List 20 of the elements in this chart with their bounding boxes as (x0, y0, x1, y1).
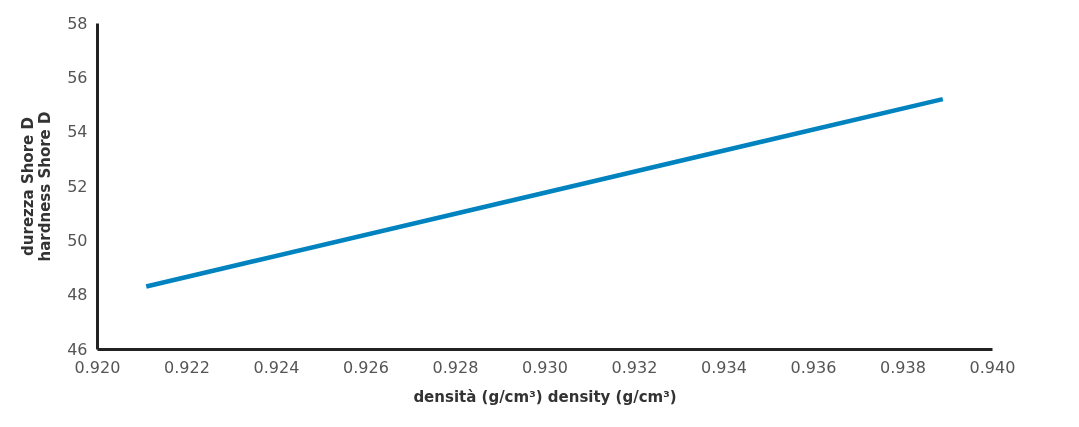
x-tick-label: 0.926 (343, 357, 389, 377)
x-tick-label: 0.928 (432, 357, 479, 377)
y-axis-title: durezza Shore D hardness Shore D (19, 111, 55, 262)
y-tick-label: 58 (67, 13, 88, 33)
y-tick-label: 54 (67, 122, 88, 142)
x-tick-label: 0.934 (701, 357, 747, 377)
y-tick-label: 52 (67, 176, 88, 196)
x-tick-label: 0.922 (164, 357, 210, 377)
y-tick-label: 46 (67, 339, 88, 359)
x-tick-label: 0.920 (74, 357, 121, 377)
x-tick-label: 0.936 (790, 357, 837, 377)
x-axis-title: densità (g/cm³) density (g/cm³) (413, 387, 677, 406)
x-tick-label: 0.924 (253, 357, 300, 377)
y-tick-label: 56 (67, 67, 88, 87)
x-tick-label: 0.930 (522, 357, 568, 377)
y-tick-label: 48 (67, 285, 88, 305)
x-tick-label: 0.940 (969, 357, 1016, 377)
y-tick-label: 50 (67, 230, 88, 250)
x-tick-label: 0.938 (880, 357, 926, 377)
x-tick-label: 0.932 (611, 357, 658, 377)
